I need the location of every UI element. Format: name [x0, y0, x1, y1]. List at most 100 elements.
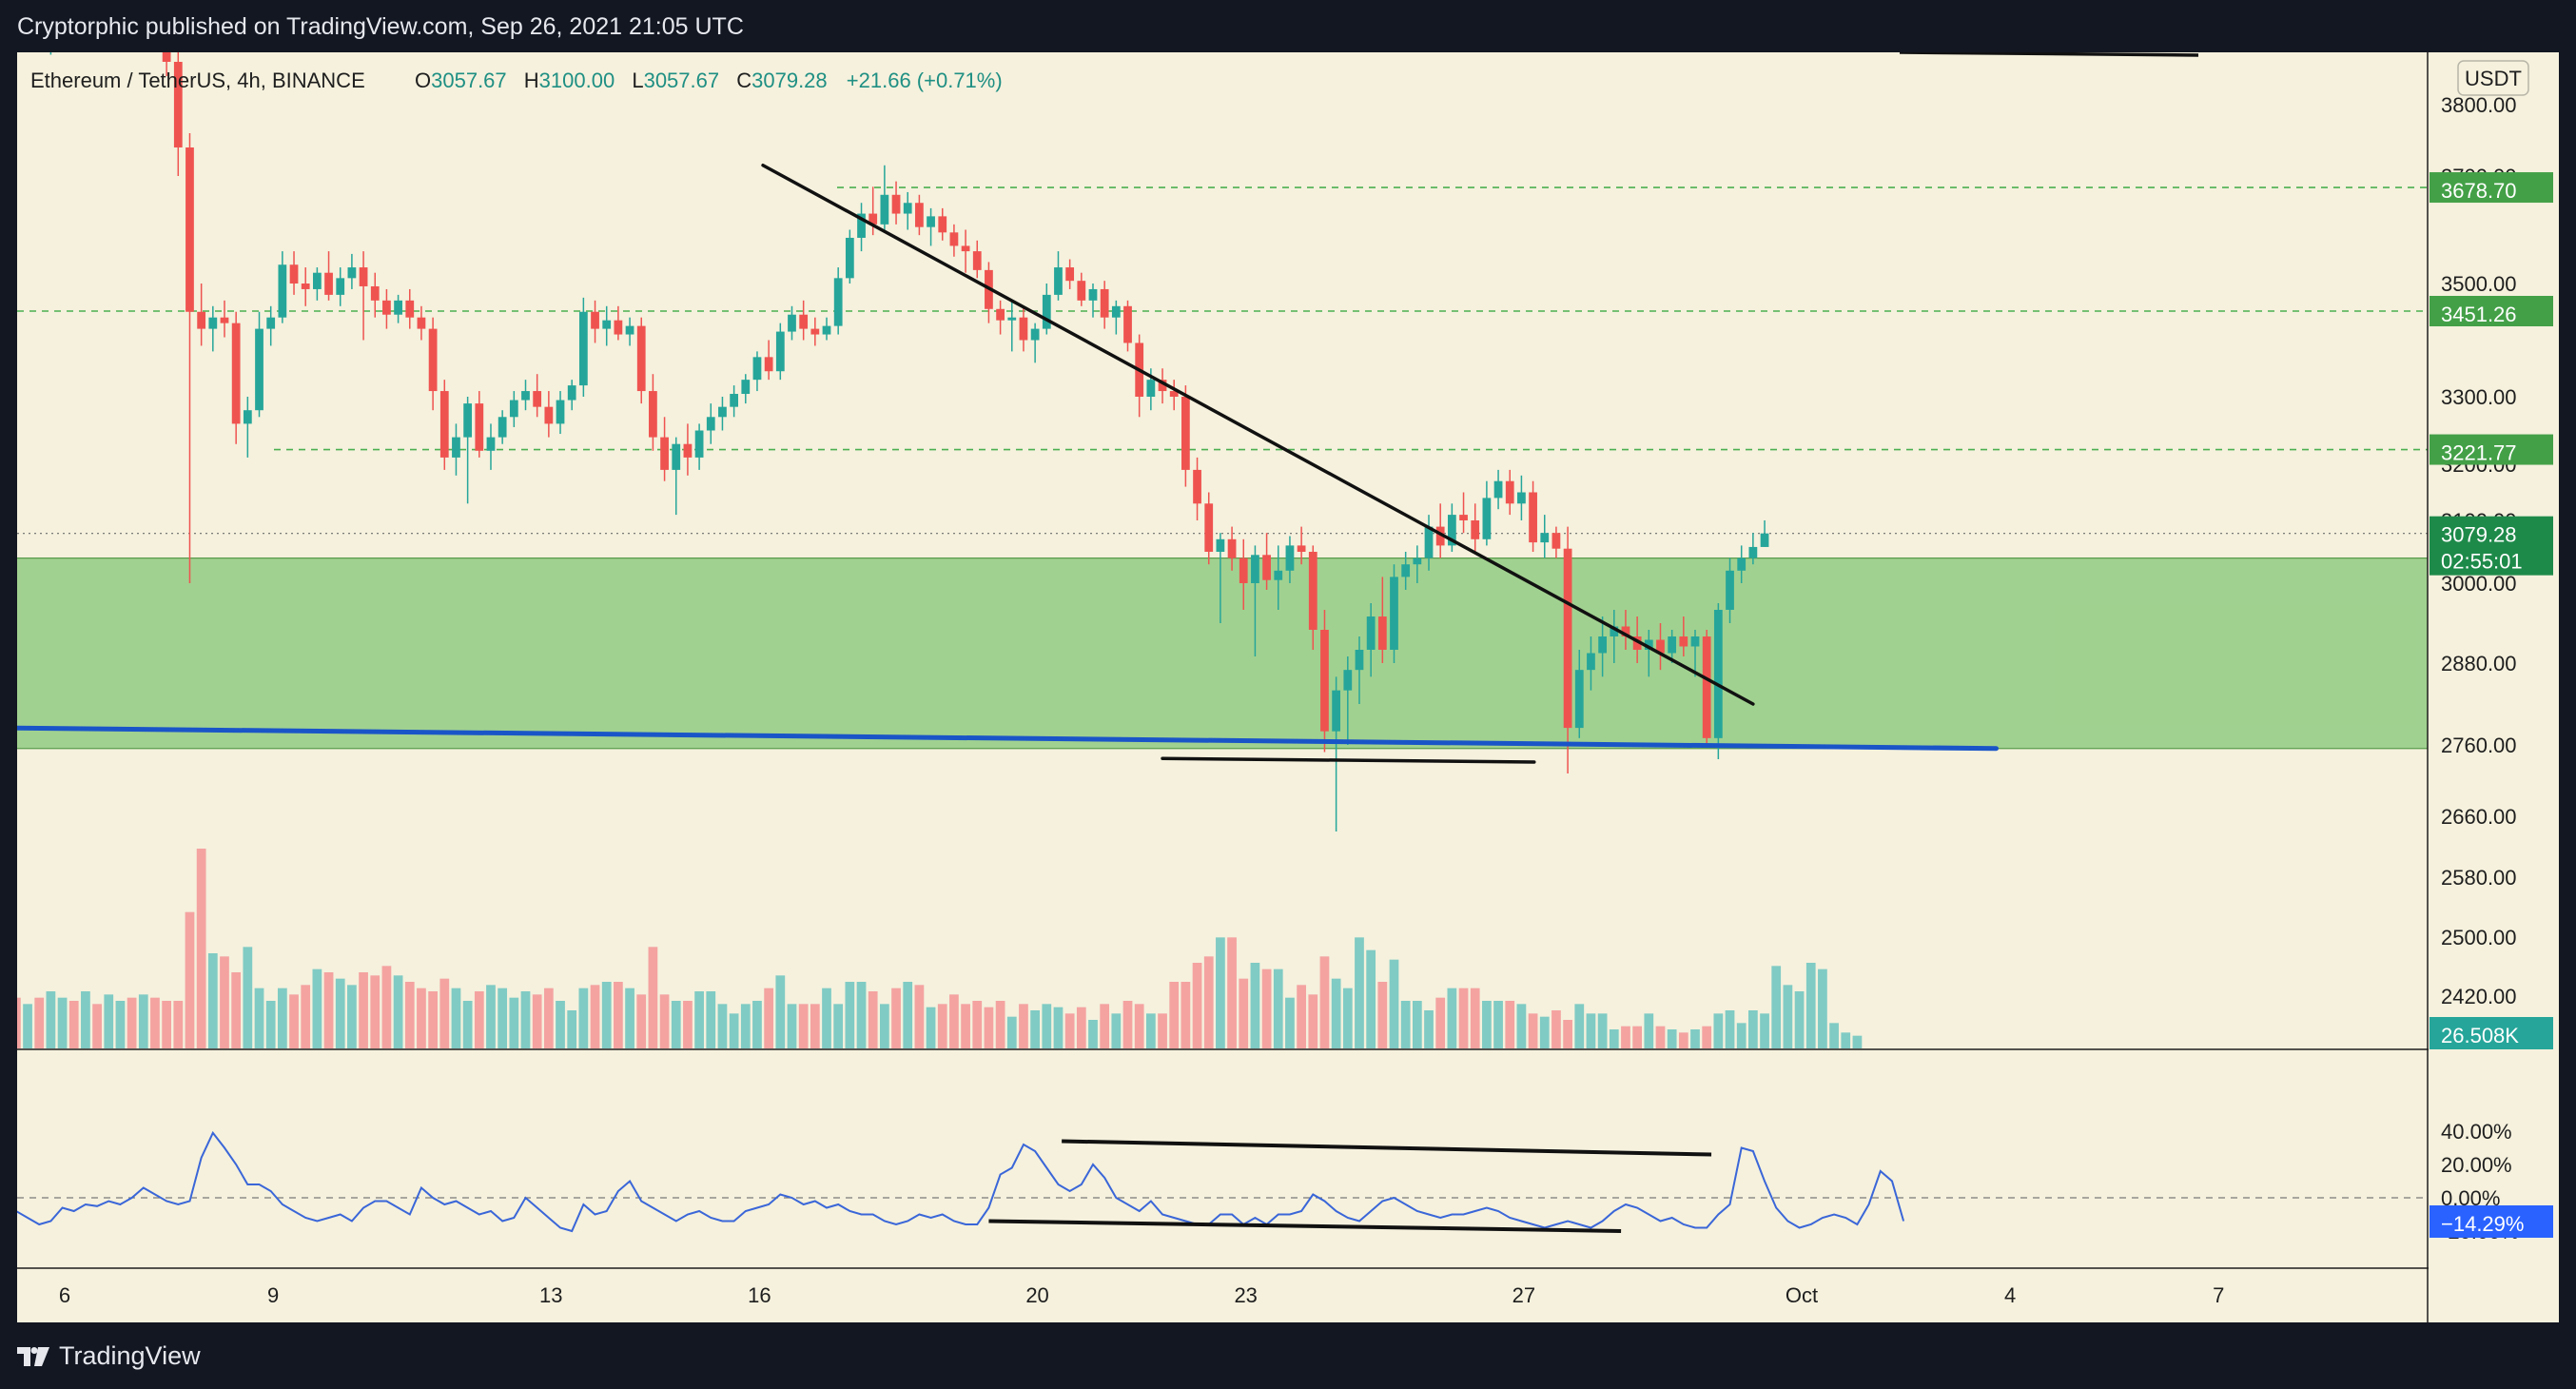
- time-tick-label: 6: [59, 1283, 70, 1307]
- candle-body: [1447, 515, 1456, 546]
- volume-bar: [1006, 1016, 1017, 1048]
- volume-bar: [243, 947, 253, 1048]
- candle-body: [1239, 558, 1248, 583]
- volume-bar: [1528, 1013, 1538, 1048]
- volume-bar: [277, 988, 287, 1048]
- legend-open-value: 3057.67: [431, 68, 507, 92]
- candle-body: [1366, 616, 1376, 650]
- volume-bar: [1493, 1001, 1503, 1048]
- volume-bar: [1829, 1023, 1839, 1048]
- candle-body: [1726, 570, 1734, 610]
- candle-body: [1262, 555, 1271, 580]
- candle-body: [868, 213, 878, 225]
- volume-bar: [556, 1001, 565, 1048]
- candle-body: [1679, 636, 1688, 647]
- candle-body: [197, 311, 206, 329]
- level-lines-layer: [17, 186, 2428, 535]
- candle-body: [788, 314, 796, 332]
- candle-body: [533, 391, 542, 407]
- oscillator-layer: [17, 1130, 2428, 1233]
- trendline-descending-resistance[interactable]: [761, 164, 1755, 706]
- time-tick-label: 27: [1512, 1283, 1535, 1307]
- candle-body: [1227, 538, 1237, 558]
- candle-body: [822, 325, 831, 335]
- volume-bar: [833, 1004, 844, 1048]
- chart-area[interactable]: 3800.003700.003500.003300.003200.003100.…: [17, 52, 2559, 1322]
- candle-body: [162, 52, 171, 62]
- candle-body: [949, 232, 959, 246]
- candle-body: [752, 357, 762, 381]
- volume-bar: [1250, 963, 1260, 1048]
- volume-bar: [532, 994, 542, 1048]
- volume-bar: [683, 1001, 693, 1048]
- candle-body: [845, 237, 854, 279]
- legend-ohlc: O3057.67 H3100.00 L3057.67 C3079.28 +21.…: [415, 68, 1003, 92]
- candle-body: [521, 391, 530, 401]
- volume-bar: [1285, 997, 1295, 1048]
- candle-body: [243, 410, 252, 424]
- candle-body: [359, 267, 368, 286]
- candle-body: [602, 320, 612, 329]
- price-tick-label: 2760.00: [2441, 734, 2517, 757]
- volume-bar: [868, 991, 878, 1048]
- volume-bar: [1505, 1001, 1515, 1048]
- candle-body: [231, 323, 241, 424]
- candle-body: [938, 216, 947, 233]
- volume-bar: [57, 997, 68, 1048]
- candle-body: [880, 194, 889, 225]
- time-tick-label: Oct: [1786, 1283, 1818, 1307]
- legend-high-value: 3100.00: [539, 68, 615, 92]
- price-tick-label: 3800.00: [2441, 93, 2517, 117]
- volume-bar: [347, 985, 357, 1048]
- candle-body: [694, 430, 704, 458]
- price-chart[interactable]: 3800.003700.003500.003300.003200.003100.…: [17, 52, 2559, 1322]
- volume-bar: [104, 994, 114, 1048]
- candle-body: [347, 267, 357, 279]
- volume-bar: [636, 994, 647, 1048]
- price-tick-label: 3300.00: [2441, 385, 2517, 409]
- currency-badge[interactable]: USDT: [2457, 60, 2529, 96]
- volume-bar: [1748, 1010, 1758, 1048]
- volume-bar: [196, 849, 206, 1048]
- candle-body: [1019, 317, 1028, 341]
- volume-bar: [740, 1004, 751, 1048]
- volume-bar: [1203, 956, 1214, 1048]
- volume-bar: [1169, 982, 1180, 1048]
- candle-body: [1401, 564, 1411, 577]
- candle-body: [1308, 552, 1317, 630]
- volume-bar: [370, 975, 381, 1048]
- volume-bar: [486, 985, 496, 1048]
- candle-body: [336, 278, 345, 295]
- trendline-top-segment[interactable]: [1899, 52, 2199, 57]
- volume-bar: [1563, 1020, 1572, 1048]
- candle-body: [509, 400, 518, 418]
- legend-symbol: Ethereum / TetherUS, 4h, BINANCE: [30, 68, 365, 92]
- tradingview-logo[interactable]: TradingView: [17, 1341, 201, 1371]
- volume-bar: [1239, 978, 1249, 1048]
- volume-bar: [115, 1001, 126, 1048]
- volume-bar: [822, 988, 831, 1048]
- volume-bar: [1586, 1013, 1596, 1048]
- candle-body: [266, 317, 276, 329]
- volume-bar: [1551, 1010, 1561, 1048]
- trendline-bottom-marker[interactable]: [1161, 756, 1536, 764]
- candle-body: [764, 357, 773, 372]
- volume-bar: [138, 994, 148, 1048]
- level-price-tag-text: 3451.26: [2441, 303, 2517, 326]
- volume-bar: [717, 1004, 728, 1048]
- volume-bar: [46, 991, 56, 1048]
- candle-body: [1274, 570, 1283, 580]
- volume-bar: [462, 1001, 473, 1048]
- candle-body: [1668, 636, 1677, 654]
- volume-bar: [810, 1004, 820, 1048]
- trendline-horizontal-support[interactable]: [17, 725, 2000, 752]
- candle-body: [173, 62, 183, 147]
- price-axis: 3800.003700.003500.003300.003200.003100.…: [2429, 52, 2559, 1322]
- candle-body: [394, 300, 402, 315]
- volume-bar: [880, 1004, 889, 1048]
- oscillator-upper-trendline[interactable]: [1062, 1139, 1712, 1157]
- oscillator-lower-trendline[interactable]: [988, 1219, 1622, 1233]
- candle-body: [891, 194, 901, 214]
- volume-bar: [289, 994, 299, 1048]
- volume-layer: [17, 849, 1863, 1048]
